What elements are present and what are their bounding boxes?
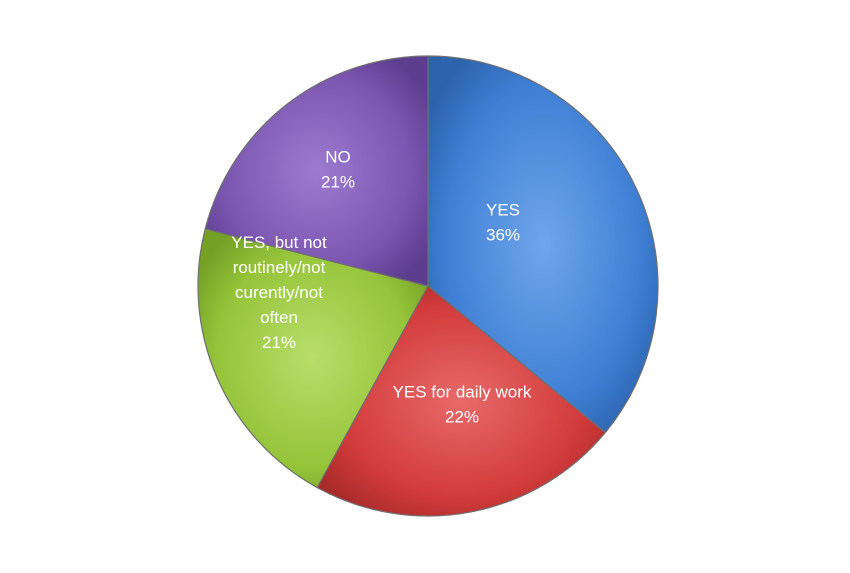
slice-category-label: often: [260, 308, 298, 327]
slice-category-label: YES for daily work: [393, 383, 532, 402]
slice-category-label: NO: [325, 148, 351, 167]
slice-label-1: YES 36%: [486, 201, 520, 245]
slice-value-label: 21%: [321, 173, 355, 192]
slice-value-label: 36%: [486, 226, 520, 245]
pie-slice-4: [204, 55, 429, 287]
slice-value-label: 22%: [445, 408, 479, 427]
slice-category-label: routinely/not: [233, 258, 326, 277]
slice-category-label: YES: [486, 201, 520, 220]
slice-category-label: curently/not: [235, 283, 323, 302]
slice-category-label: YES, but not: [231, 233, 327, 252]
pie-slice-3: [197, 228, 429, 489]
pie-slice-2: [316, 285, 607, 517]
slice-label-4: NO 21%: [321, 148, 355, 192]
pie-slice-1: [427, 55, 659, 434]
labels-layer: YES 36% YES for daily work 22% YES, but not r…: [231, 148, 532, 427]
slice-value-label: 21%: [262, 333, 296, 352]
slice-label-2: YES for daily work 22%: [393, 383, 532, 427]
slice-label-3: YES, but not routinely/not curently/not oft…: [231, 233, 327, 352]
slices-layer: [197, 55, 659, 517]
